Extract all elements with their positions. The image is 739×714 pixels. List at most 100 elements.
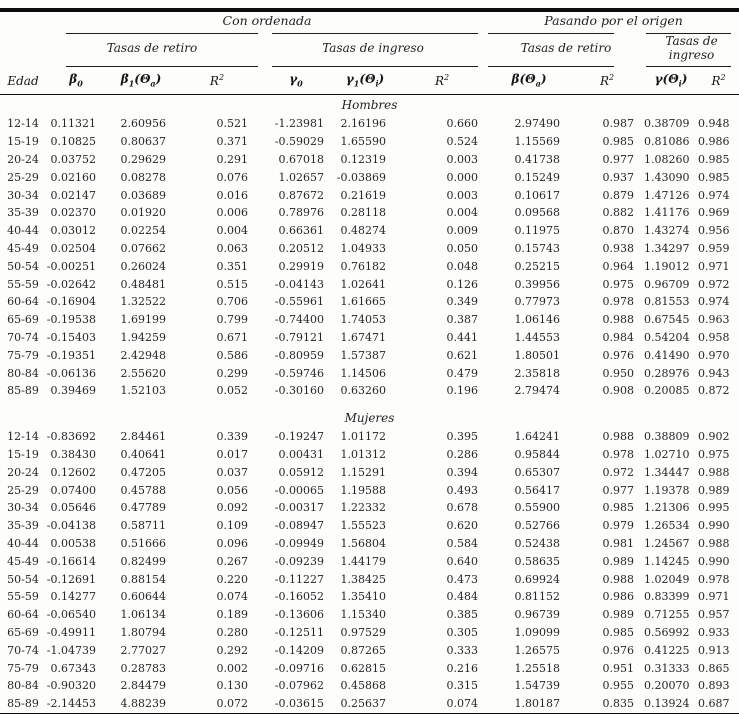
value-cell: 0.056 — [216, 483, 249, 497]
value-cell: 0.989 — [602, 554, 635, 568]
value-cell: 0.28783 — [120, 661, 167, 675]
value-cell: -2.14453 — [46, 697, 96, 711]
value-cell: 0.985 — [698, 152, 730, 166]
value-cell: 0.371 — [216, 135, 249, 149]
edad-cell: 50-54 — [7, 572, 39, 586]
value-cell: 0.971 — [698, 590, 730, 604]
value-cell: 0.988 — [698, 536, 730, 550]
edad-cell: 80-84 — [7, 679, 39, 693]
value-cell: -0.16904 — [46, 295, 96, 309]
value-cell: 0.60644 — [120, 590, 167, 604]
value-cell: 0.95844 — [514, 447, 561, 461]
value-cell: 0.052 — [216, 384, 249, 398]
value-cell: 0.385 — [446, 608, 479, 622]
value-cell: 0.07400 — [50, 483, 97, 497]
edad-cell: 60-64 — [7, 608, 39, 622]
value-cell: 0.640 — [446, 554, 479, 568]
value-cell: 1.04933 — [340, 241, 387, 255]
value-cell: 1.34297 — [644, 241, 690, 255]
edad-cell: 40-44 — [7, 224, 39, 238]
table-row: 12-14 0.11321 2.60956 0.521 -1.23981 2.16196 0… — [0, 115, 739, 133]
edad-cell: 55-59 — [7, 277, 39, 291]
value-cell: 0.00431 — [278, 447, 325, 461]
value-cell: -0.12511 — [274, 625, 324, 639]
subgroup-ingreso-origen: Tasas de ingreso — [665, 34, 718, 62]
edad-cell: 12-14 — [7, 117, 39, 131]
value-cell: 0.000 — [446, 170, 479, 184]
value-cell: 0.21619 — [340, 188, 387, 202]
value-cell: -0.49911 — [46, 625, 96, 639]
value-cell: 0.55900 — [514, 501, 561, 515]
value-cell: 0.286 — [446, 447, 479, 461]
table-row: 40-44 0.00538 0.51666 0.096 -0.09949 1.56804 0… — [0, 535, 739, 553]
value-cell: 0.473 — [446, 572, 479, 586]
value-cell: 1.69199 — [120, 313, 167, 327]
value-cell: 1.43274 — [644, 224, 690, 238]
value-cell: 0.77973 — [514, 295, 561, 309]
col-header-gamma-theta-i: γ(Θi) — [644, 67, 699, 95]
value-cell: 0.995 — [698, 501, 730, 515]
value-cell: 1.14245 — [644, 554, 690, 568]
value-cell: 1.22332 — [340, 501, 387, 515]
edad-cell: 55-59 — [7, 590, 39, 604]
edad-cell: 65-69 — [7, 625, 39, 639]
value-cell: 2.97490 — [514, 117, 561, 131]
table-row: 60-64 -0.06540 1.06134 0.189 -0.13606 1.15340… — [0, 606, 739, 624]
value-cell: 0.872 — [698, 384, 730, 398]
value-cell: 0.67018 — [278, 152, 325, 166]
value-cell: 0.893 — [698, 679, 730, 693]
value-cell: 0.10617 — [514, 188, 561, 202]
rule-segment — [66, 66, 258, 67]
edad-cell: 15-19 — [7, 447, 39, 461]
edad-cell: 45-49 — [7, 241, 39, 255]
table-row: 85-89 0.39469 1.52103 0.052 -0.30160 0.63260 0… — [0, 382, 739, 400]
value-cell: 1.06134 — [120, 608, 167, 622]
value-cell: 0.299 — [216, 366, 249, 380]
value-cell: 1.38425 — [340, 572, 387, 586]
table-row: 35-39 -0.04138 0.58711 0.109 -0.08947 1.55523… — [0, 517, 739, 535]
subgroup-retiro-origen: Tasas de retiro — [520, 41, 612, 55]
value-cell: 1.19012 — [644, 259, 690, 273]
value-cell: 0.006 — [216, 206, 249, 220]
value-cell: 0.14277 — [50, 590, 97, 604]
value-cell: 1.02710 — [644, 447, 690, 461]
value-cell: 0.882 — [602, 206, 635, 220]
value-cell: 0.20512 — [278, 241, 325, 255]
value-cell: 0.002 — [216, 661, 249, 675]
value-cell: 0.990 — [698, 519, 730, 533]
table-row: 25-29 0.07400 0.45788 0.056 -0.00065 1.19588 0… — [0, 481, 739, 499]
value-cell: 0.048 — [446, 259, 479, 273]
edad-cell: 20-24 — [7, 152, 39, 166]
value-cell: 0.02147 — [50, 188, 97, 202]
value-cell: -0.16614 — [46, 554, 96, 568]
value-cell: 0.678 — [446, 501, 479, 515]
value-cell: 0.963 — [698, 313, 730, 327]
edad-cell: 70-74 — [7, 643, 39, 657]
value-cell: 0.972 — [698, 277, 730, 291]
subgroup-header-row: Tasas de retiro Tasas de ingreso Tasas d… — [0, 34, 739, 62]
table-row: 30-34 0.02147 0.03689 0.016 0.87672 0.21619 0.… — [0, 186, 739, 204]
value-cell: -0.19351 — [46, 348, 96, 362]
value-cell: 0.78976 — [278, 206, 325, 220]
value-cell: 0.975 — [698, 447, 730, 461]
value-cell: 0.81086 — [644, 135, 690, 149]
value-cell: -0.04143 — [274, 277, 324, 291]
value-cell: 1.19378 — [644, 483, 690, 497]
value-cell: 0.13924 — [644, 697, 690, 711]
value-cell: 0.958 — [698, 330, 730, 344]
edad-cell: 85-89 — [7, 697, 39, 711]
value-cell: 1.01312 — [340, 447, 387, 461]
table-row: 55-59 0.14277 0.60644 0.074 -0.16052 1.35410 0… — [0, 588, 739, 606]
value-cell: 0.584 — [446, 536, 479, 550]
value-cell: 0.05912 — [278, 465, 325, 479]
value-cell: 0.07662 — [120, 241, 167, 255]
table-row: 45-49 -0.16614 0.82499 0.267 -0.09239 1.44179… — [0, 552, 739, 570]
value-cell: 0.586 — [216, 348, 249, 362]
subgroup-underline-row — [0, 62, 739, 67]
edad-cell: 20-24 — [7, 465, 39, 479]
value-cell: 0.908 — [602, 384, 635, 398]
value-cell: 0.196 — [446, 384, 479, 398]
value-cell: 1.57387 — [340, 348, 387, 362]
value-cell: 0.97529 — [340, 625, 387, 639]
value-cell: -0.14209 — [274, 643, 324, 657]
